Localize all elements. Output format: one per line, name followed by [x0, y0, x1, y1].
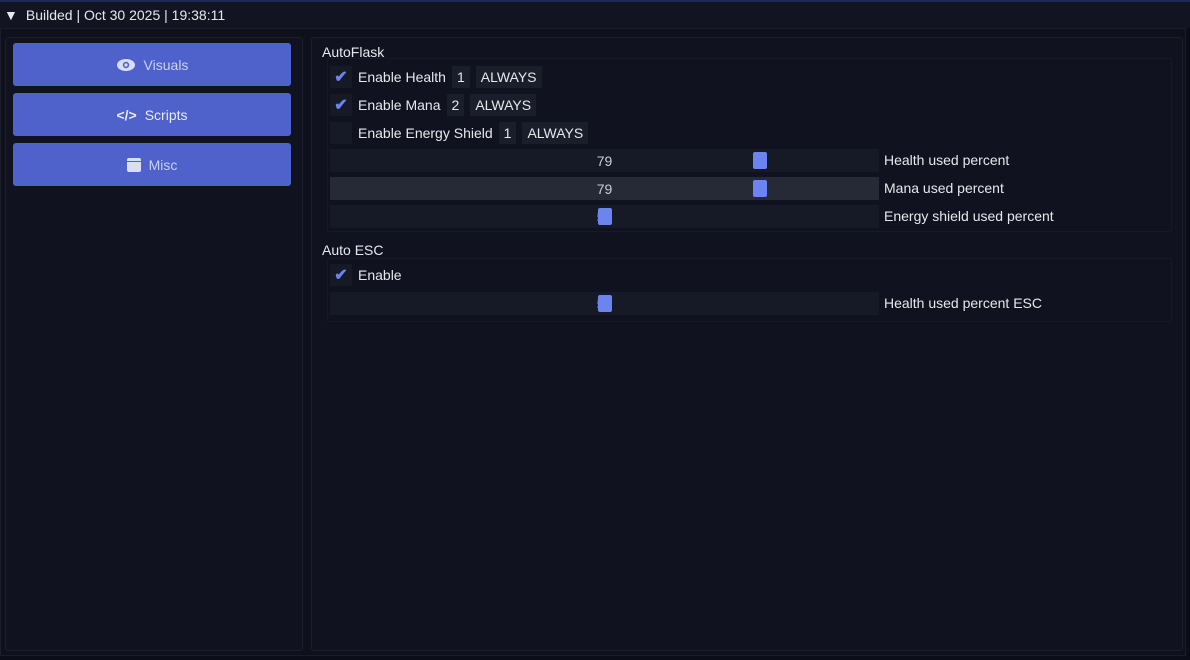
- enable-es-row: Enable Energy Shield 1 ALWAYS: [330, 122, 589, 144]
- calendar-icon: [126, 158, 141, 172]
- nav-misc-button[interactable]: Misc: [13, 143, 291, 186]
- mana-percent-slider[interactable]: 79: [330, 177, 879, 200]
- sidebar: Visuals </> Scripts Misc: [5, 37, 303, 651]
- slider-grab[interactable]: [752, 152, 767, 169]
- autoesc-heading: Auto ESC: [322, 242, 384, 258]
- enable-health-row: ✔ Enable Health 1 ALWAYS: [330, 66, 542, 88]
- slider-grab[interactable]: [752, 180, 767, 197]
- main-window: Visuals </> Scripts Misc AutoFlask ✔ Ena…: [0, 28, 1186, 656]
- es-key-field[interactable]: 1: [498, 122, 517, 144]
- esc-health-percent-slider[interactable]: 50: [330, 292, 879, 315]
- es-mode-field[interactable]: ALWAYS: [522, 122, 589, 144]
- enable-health-checkbox[interactable]: ✔: [330, 66, 352, 88]
- health-mode-field[interactable]: ALWAYS: [475, 66, 542, 88]
- autoflask-heading: AutoFlask: [322, 44, 385, 60]
- health-percent-slider[interactable]: 79: [330, 149, 879, 172]
- content-panel: AutoFlask ✔ Enable Health 1 ALWAYS ✔ Ena…: [311, 37, 1183, 651]
- autoesc-section: ✔ Enable 50 Health used percent ESC: [327, 258, 1172, 322]
- autoesc-enable-checkbox[interactable]: ✔: [330, 264, 352, 286]
- collapse-triangle-icon[interactable]: ▼: [4, 7, 18, 23]
- code-icon: </>: [116, 106, 137, 123]
- window-title: Builded | Oct 30 2025 | 19:38:11: [25, 7, 226, 23]
- nav-visuals-button[interactable]: Visuals: [13, 43, 291, 86]
- slider-grab[interactable]: [597, 208, 612, 225]
- mana-key-field[interactable]: 2: [446, 94, 465, 116]
- eye-icon: [116, 58, 135, 71]
- autoflask-section: ✔ Enable Health 1 ALWAYS ✔ Enable Mana 2…: [327, 58, 1172, 232]
- es-percent-slider[interactable]: 50: [330, 205, 879, 228]
- autoesc-enable-row: ✔ Enable: [330, 264, 402, 286]
- health-key-field[interactable]: 1: [451, 66, 470, 88]
- slider-grab[interactable]: [597, 295, 612, 312]
- title-bar[interactable]: ▼ Builded | Oct 30 2025 | 19:38:11: [0, 0, 1190, 28]
- mana-mode-field[interactable]: ALWAYS: [470, 94, 537, 116]
- enable-mana-checkbox[interactable]: ✔: [330, 94, 352, 116]
- enable-es-checkbox[interactable]: [330, 122, 352, 144]
- nav-scripts-button[interactable]: </> Scripts: [13, 93, 291, 136]
- enable-mana-row: ✔ Enable Mana 2 ALWAYS: [330, 94, 537, 116]
